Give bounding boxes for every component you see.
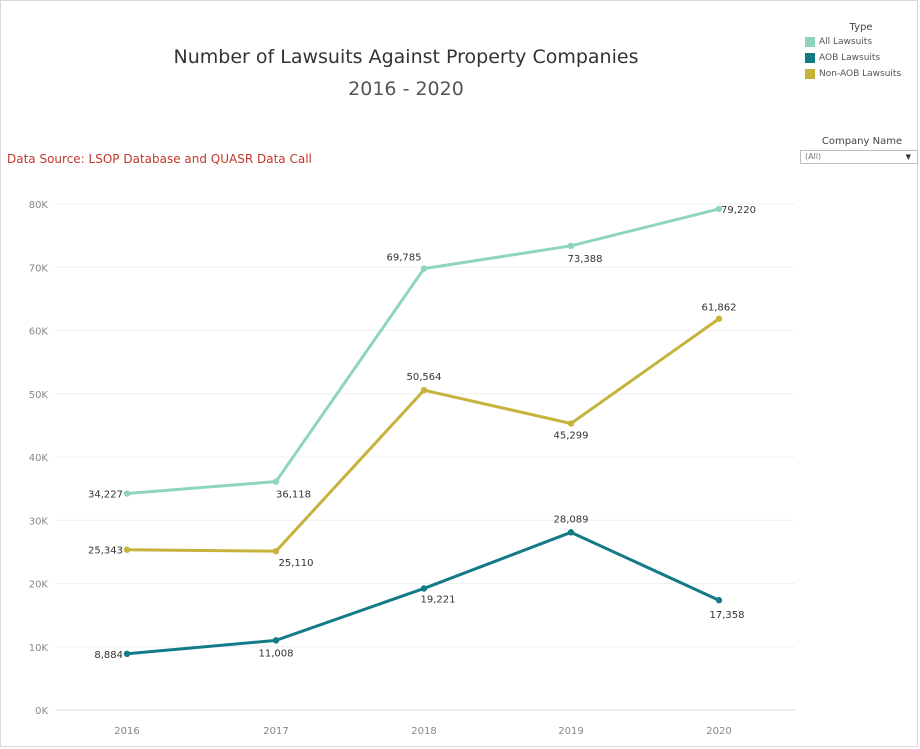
y-tick-label: 30K [29, 516, 49, 527]
data-point[interactable] [567, 242, 575, 250]
data-point[interactable] [272, 637, 280, 644]
data-label: 19,221 [421, 594, 456, 605]
data-label: 45,299 [554, 430, 589, 441]
legend-swatch-non-aob-lawsuits [805, 68, 815, 79]
filter-title: Company Name [821, 136, 903, 147]
data-point[interactable] [123, 546, 131, 553]
chart-subtitle: 2016 - 2020 [348, 78, 464, 100]
x-tick-label: 2019 [558, 726, 583, 737]
legend: Type All Lawsuits AOB Lawsuits Non-AOB L… [805, 22, 920, 81]
data-point[interactable] [567, 420, 575, 427]
x-tick-label: 2018 [411, 726, 436, 737]
data-point[interactable] [123, 490, 131, 497]
data-point[interactable] [272, 547, 280, 555]
data-label: 8,884 [94, 650, 123, 661]
data-labels: 34,227 36,118 69,785 73,388 79,220 8,884 11,00… [88, 205, 756, 661]
data-label: 61,862 [702, 303, 737, 314]
legend-title: Type [849, 22, 873, 33]
data-label: 50,564 [407, 372, 442, 383]
data-label: 73,388 [568, 254, 603, 265]
data-point[interactable] [420, 265, 428, 272]
data-point[interactable] [715, 597, 723, 604]
chart-title: Number of Lawsuits Against Property Comp… [173, 46, 639, 68]
legend-swatch-aob-lawsuits [805, 52, 815, 63]
data-point[interactable] [272, 478, 280, 485]
data-label: 69,785 [387, 253, 422, 264]
y-tick-label: 80K [29, 200, 49, 211]
y-tick-label: 70K [29, 263, 49, 274]
series-line-non-aob-lawsuits[interactable] [125, 317, 721, 553]
company-name-dropdown[interactable]: (All) ▼ [800, 150, 918, 164]
data-label: 34,227 [88, 490, 123, 501]
chevron-down-icon: ▼ [905, 153, 911, 161]
series-lines [123, 205, 723, 658]
x-tick-label: 2016 [114, 726, 139, 737]
y-tick-label: 10K [29, 643, 49, 654]
data-point[interactable] [420, 386, 428, 394]
data-label: 25,343 [88, 546, 123, 557]
gridlines [55, 203, 795, 711]
legend-swatch-all-lawsuits [805, 36, 815, 47]
x-tick-label: 2017 [263, 726, 288, 737]
y-tick-label: 0K [35, 706, 48, 717]
x-axis-ticks: 2016 2017 2018 2019 2020 [114, 726, 731, 737]
data-point[interactable] [715, 205, 723, 213]
legend-label: AOB Lawsuits [819, 52, 881, 63]
data-point[interactable] [420, 585, 428, 592]
legend-item-non-aob-lawsuits[interactable]: Non-AOB Lawsuits [805, 66, 920, 81]
legend-item-all-lawsuits[interactable]: All Lawsuits [805, 34, 920, 49]
data-label: 25,110 [279, 558, 314, 569]
dropdown-selected-value: (All) [805, 152, 822, 161]
y-tick-label: 50K [29, 390, 49, 401]
data-source-note: Data Source: LSOP Database and QUASR Dat… [7, 152, 312, 166]
data-label: 17,358 [710, 610, 745, 621]
legend-label: All Lawsuits [819, 36, 873, 47]
y-tick-label: 20K [29, 580, 49, 591]
y-tick-label: 60K [29, 327, 49, 338]
data-label: 28,089 [554, 514, 589, 525]
y-tick-label: 40K [29, 453, 49, 464]
x-tick-label: 2020 [706, 726, 731, 737]
legend-label: Non-AOB Lawsuits [819, 68, 902, 79]
company-name-filter: Company Name (All) ▼ [800, 136, 918, 164]
data-point[interactable] [123, 650, 131, 658]
data-label: 11,008 [259, 648, 294, 659]
series-line-all-lawsuits[interactable] [125, 207, 721, 496]
data-point[interactable] [567, 529, 575, 536]
data-label: 36,118 [276, 490, 311, 501]
legend-item-aob-lawsuits[interactable]: AOB Lawsuits [805, 50, 920, 65]
y-axis-ticks: 0K 10K 20K 30K 40K 50K 60K 70K 80K [29, 200, 49, 717]
data-point[interactable] [715, 315, 723, 322]
data-label: 79,220 [721, 205, 756, 216]
